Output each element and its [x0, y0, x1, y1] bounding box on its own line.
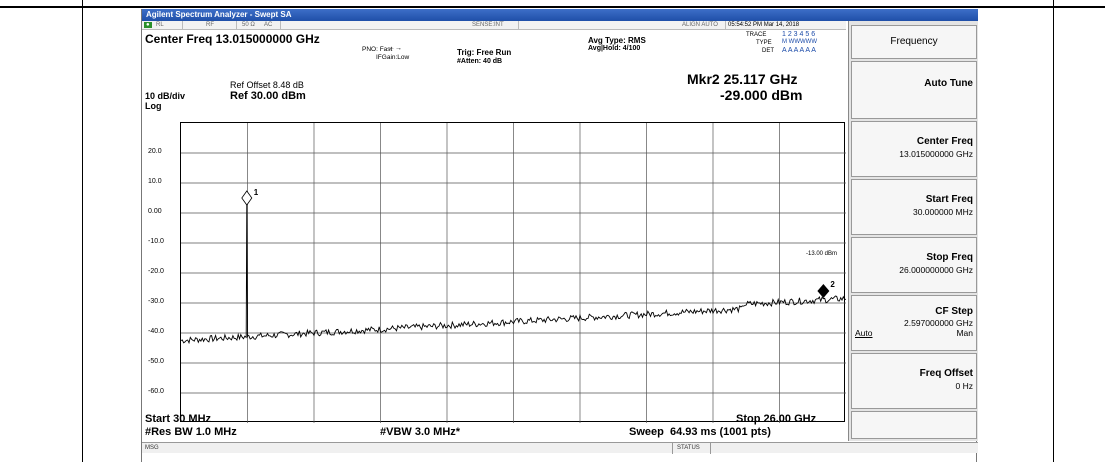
start-freq-button[interactable]: Start Freq 30.000000 MHz — [851, 179, 977, 235]
y-tick-label: -60.0 — [148, 388, 164, 395]
y-tick-label: -10.0 — [148, 238, 164, 245]
status-divider — [280, 21, 281, 30]
type-label: TYPE — [756, 40, 772, 46]
type-values: M WWWWW — [782, 39, 817, 45]
doc-border-left — [82, 0, 83, 462]
avg-type-label: Avg Type: RMS — [588, 36, 646, 45]
limit-line-label: -13.00 dBm — [806, 251, 837, 257]
ref-level-label: Ref 30.00 dBm — [230, 90, 306, 102]
status-divider — [182, 21, 183, 30]
status-row: ● RL RF 50 Ω AC SENSE:INT ALIGN AUTO 05:… — [142, 21, 846, 30]
doc-border-right — [1053, 0, 1054, 462]
y-tick-label: 20.0 — [148, 148, 162, 155]
spectrum-trace — [180, 197, 847, 345]
impedance-label: 50 Ω — [242, 22, 255, 28]
msg-label: MSG — [145, 445, 159, 451]
cf-step-auto-label: Auto — [855, 328, 873, 338]
trace-numbers: 1 2 3 4 5 6 — [782, 31, 816, 38]
cf-step-man-label: Man — [956, 328, 973, 338]
avg-hold-label: Avg|Hold: 4/100 — [588, 45, 641, 52]
message-bar: MSG STATUS — [142, 442, 978, 454]
det-values: A A A A A A — [782, 47, 816, 54]
status-divider — [518, 21, 519, 30]
menu-title-label: Frequency — [890, 36, 938, 47]
stop-freq-key-value: 26.000000000 GHz — [899, 265, 973, 275]
stop-freq-label: Stop 26.00 GHz — [736, 413, 817, 425]
ref-offset-label: Ref Offset 8.48 dB — [230, 80, 304, 90]
start-freq-label: Start 30 MHz — [145, 413, 212, 425]
softkey-menu-title: Frequency — [851, 25, 977, 59]
y-tick-label: -20.0 — [148, 268, 164, 275]
rbw-label: #Res BW 1.0 MHz — [145, 426, 237, 438]
trace-label: TRACE — [746, 32, 767, 38]
atten-label: #Atten: 40 dB — [457, 58, 503, 65]
datetime-label: 05:54:52 PM Mar 14, 2018 — [728, 22, 800, 28]
marker-1-label: 1 — [254, 188, 259, 197]
freq-offset-button[interactable]: Freq Offset 0 Hz — [851, 353, 977, 409]
softkey-panel: Frequency Auto Tune Center Freq 13.01500… — [848, 21, 978, 441]
y-tick-label: -30.0 — [148, 298, 164, 305]
center-freq-key-value: 13.015000000 GHz — [899, 149, 973, 159]
stop-freq-button[interactable]: Stop Freq 26.000000000 GHz — [851, 237, 977, 293]
marker-2-label: 2 — [830, 280, 835, 289]
coupling-label: AC — [264, 22, 273, 28]
start-freq-key-value: 30.000000 MHz — [912, 207, 973, 217]
scale-label: 10 dB/div — [145, 91, 186, 101]
cf-step-button[interactable]: CF Step 2.597000000 GHz Auto Man — [851, 295, 977, 351]
marker-amp-readout: -29.000 dBm — [720, 87, 803, 103]
cf-step-auto-man: Auto Man — [852, 328, 973, 338]
spectrum-graph: -13.00 dBm 1 2 — [180, 123, 847, 423]
status-label: STATUS — [677, 445, 700, 451]
vbw-label: #VBW 3.0 MHz* — [380, 426, 461, 438]
center-freq-button[interactable]: Center Freq 13.015000000 GHz — [851, 121, 977, 177]
status-divider — [725, 21, 726, 30]
center-freq-readout: Center Freq 13.015000000 GHz — [145, 32, 320, 46]
doc-border-top — [0, 6, 1105, 8]
freq-offset-key-value: 0 Hz — [955, 381, 973, 391]
sweep-label: Sweep 64.93 ms (1001 pts) — [629, 426, 771, 438]
auto-tune-button[interactable]: Auto Tune — [851, 61, 977, 119]
window-title: Agilent Spectrum Analyzer - Swept SA — [142, 9, 978, 21]
freq-offset-key-label: Freq Offset — [919, 368, 973, 379]
input-label: RF — [206, 22, 214, 28]
y-tick-label: 0.00 — [148, 208, 162, 215]
center-freq-key-label: Center Freq — [916, 136, 973, 147]
auto-tune-label: Auto Tune — [924, 78, 973, 89]
spectrum-plot[interactable]: -13.00 dBm 1 2 — [180, 122, 847, 423]
align-label: ALIGN AUTO — [682, 22, 718, 28]
y-tick-label: -40.0 — [148, 328, 164, 335]
mode-label: RL — [156, 22, 164, 28]
ifgain-label: IFGain:Low — [376, 54, 410, 61]
arrow-icon: ←→ — [388, 45, 402, 52]
pno-label: PNO: Fast — [362, 46, 393, 53]
y-tick-label: -50.0 — [148, 358, 164, 365]
status-divider — [672, 443, 673, 454]
status-divider — [236, 21, 237, 30]
cf-step-key-value: 2.597000000 GHz — [904, 318, 973, 328]
marker-freq-readout: Mkr2 25.117 GHz — [687, 71, 798, 87]
start-freq-key-label: Start Freq — [925, 194, 973, 205]
spectrum-analyzer-window: Agilent Spectrum Analyzer - Swept SA ● R… — [141, 9, 978, 462]
marker-1-diamond — [241, 190, 253, 206]
blank-softkey[interactable] — [851, 411, 977, 439]
log-label: Log — [145, 101, 162, 111]
marker-2-diamond — [817, 284, 830, 298]
trig-label: Trig: Free Run — [457, 48, 512, 57]
det-label: DET — [762, 48, 774, 54]
sense-label: SENSE:INT — [472, 22, 504, 28]
y-tick-label: 10.0 — [148, 178, 162, 185]
stop-freq-key-label: Stop Freq — [926, 252, 973, 263]
status-divider — [710, 443, 711, 454]
cf-step-key-label: CF Step — [935, 306, 973, 317]
mode-indicator: ● — [144, 22, 152, 28]
